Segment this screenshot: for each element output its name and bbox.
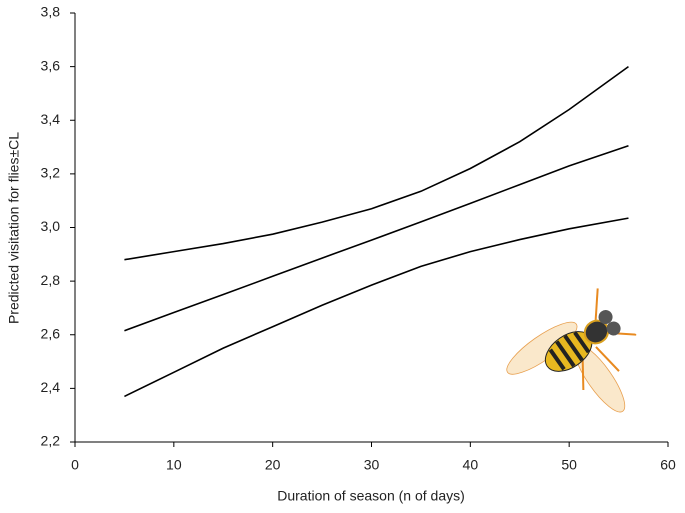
fly-illustration: [506, 288, 637, 413]
x-tick-label: 30: [364, 457, 380, 473]
y-tick-label: 2,2: [41, 433, 61, 449]
x-tick-label: 0: [71, 457, 79, 473]
y-tick-label: 3,6: [41, 57, 61, 73]
x-tick-label: 10: [166, 457, 182, 473]
x-tick-label: 40: [463, 457, 479, 473]
y-tick-label: 3,8: [41, 4, 61, 20]
x-axis-label: Duration of season (n of days): [277, 488, 465, 504]
line: [124, 217, 629, 398]
y-tick-label: 2,4: [41, 379, 61, 395]
y-tick-label: 3,2: [41, 165, 61, 181]
line: [124, 144, 629, 332]
y-tick-label: 2,6: [41, 325, 61, 341]
x-tick-label: 50: [561, 457, 577, 473]
y-tick-label: 2,8: [41, 272, 61, 288]
x-tick-label: 20: [265, 457, 281, 473]
line: [124, 65, 629, 261]
y-axis-label: Predicted visitation for flies±CL: [6, 132, 22, 324]
x-tick-label: 60: [660, 457, 676, 473]
y-tick-label: 3,4: [41, 111, 61, 127]
y-tick-label: 3,0: [41, 218, 61, 234]
